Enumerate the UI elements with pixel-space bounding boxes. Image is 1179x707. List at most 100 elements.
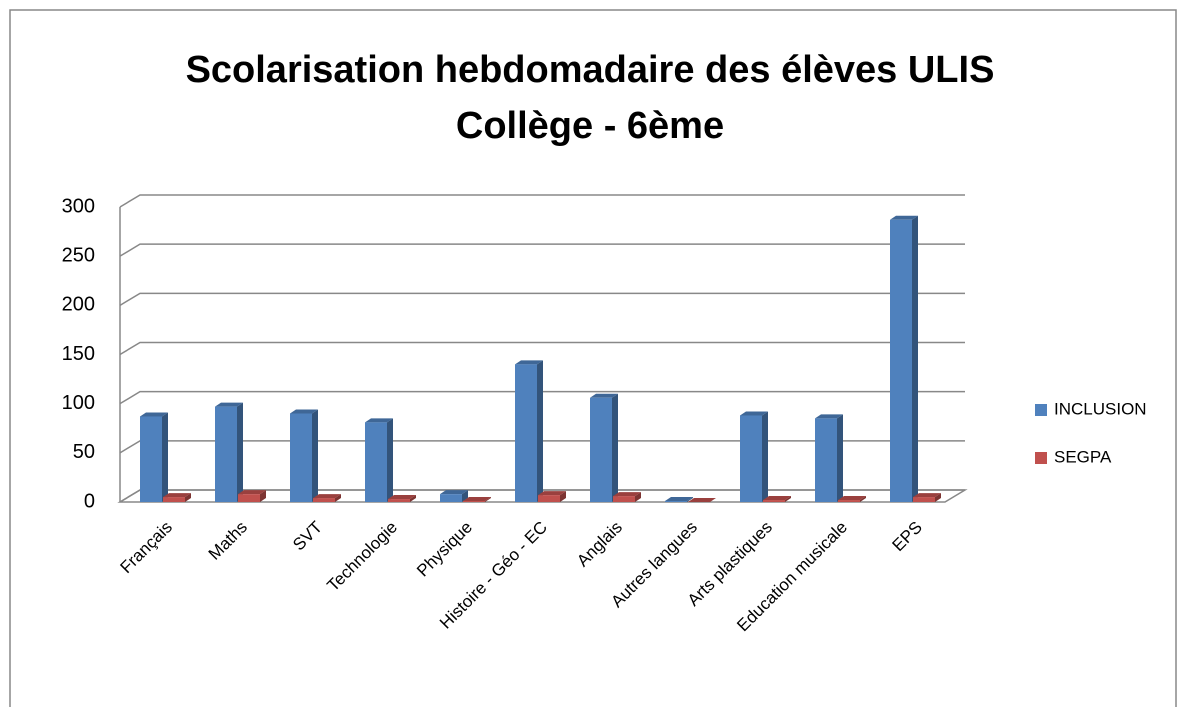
bar <box>388 495 416 502</box>
bar <box>440 490 468 502</box>
bar-top <box>740 411 768 416</box>
bar <box>538 491 566 502</box>
bar-side <box>462 490 468 502</box>
bar-front <box>440 494 462 502</box>
y-tick-label: 150 <box>62 343 95 365</box>
bar-front <box>740 415 762 502</box>
bar-front <box>140 416 162 502</box>
bar-top <box>163 493 191 498</box>
bar-side <box>860 496 866 502</box>
bar-top <box>388 495 416 500</box>
bar-side <box>935 493 941 502</box>
x-tick-label: Technologie <box>323 518 401 596</box>
x-tick-label: EPS <box>889 518 926 555</box>
bar <box>515 360 543 502</box>
bar-front <box>388 499 410 502</box>
bar-top <box>613 492 641 497</box>
legend-swatch <box>1035 452 1047 464</box>
bar-front <box>890 219 912 503</box>
bar-top <box>140 412 168 417</box>
chart-border <box>9 9 1177 707</box>
bar-top <box>838 496 866 501</box>
y-tick-label: 200 <box>62 294 95 316</box>
bar-side <box>185 493 191 502</box>
bar <box>365 418 393 502</box>
bar-front <box>538 495 560 502</box>
bar <box>763 496 791 502</box>
bar-side <box>335 494 341 502</box>
x-tick-label: Anglais <box>573 518 626 571</box>
legend-swatch <box>1035 404 1047 416</box>
bar <box>238 490 266 502</box>
grid-line <box>119 243 965 257</box>
bar-front <box>238 494 260 502</box>
bar <box>815 414 843 502</box>
bar-front <box>815 418 837 502</box>
bar-front <box>290 413 312 502</box>
grid-line <box>119 390 965 405</box>
bar-top <box>238 490 266 495</box>
bar-front <box>515 364 537 502</box>
bar-side <box>785 496 791 502</box>
bar <box>913 493 941 502</box>
bar-side <box>312 409 318 502</box>
bar-top <box>463 497 491 502</box>
bar-top <box>538 491 566 496</box>
bar-side <box>537 360 543 502</box>
bar-front <box>838 500 860 502</box>
bar-top <box>763 496 791 501</box>
bar-side <box>912 215 918 503</box>
bar-side <box>837 414 843 502</box>
chart-title: Scolarisation hebdomadaire des élèves UL… <box>186 49 995 91</box>
bar-front <box>313 498 335 502</box>
bar <box>463 497 491 502</box>
bar <box>838 496 866 502</box>
bar-side <box>387 418 393 502</box>
bar <box>688 498 716 502</box>
bar-top <box>290 409 318 414</box>
bar-top <box>515 360 543 365</box>
bar <box>590 393 618 502</box>
bar-top <box>688 498 716 502</box>
y-tick-label: 50 <box>73 441 95 463</box>
bar-side <box>635 492 641 502</box>
bar-front <box>665 501 687 502</box>
bar-top <box>440 490 468 495</box>
bar-front <box>763 500 785 502</box>
grid-line <box>119 341 965 356</box>
grid-line <box>119 292 965 306</box>
y-tick-label: 300 <box>62 195 95 217</box>
y-tick-label: 250 <box>62 244 95 266</box>
bar-front <box>590 397 612 502</box>
bar <box>890 215 918 503</box>
bar <box>313 494 341 502</box>
bar-top <box>890 215 918 220</box>
bar-front <box>163 497 185 502</box>
bar-side <box>687 497 693 502</box>
bar-front <box>613 496 635 502</box>
bar-side <box>410 495 416 502</box>
y-tick-label: 0 <box>84 490 95 512</box>
bar-side <box>612 393 618 502</box>
bar <box>140 412 168 502</box>
bar-top <box>215 402 243 407</box>
bar-front <box>913 497 935 502</box>
x-tick-label: Physique <box>413 518 476 581</box>
y-tick-label: 100 <box>62 392 95 414</box>
bar <box>613 492 641 502</box>
bar-top <box>665 497 693 502</box>
x-tick-label: Maths <box>205 518 251 564</box>
bar-side <box>162 412 168 502</box>
bar-side <box>762 411 768 502</box>
bar <box>290 409 318 502</box>
bar-top <box>815 414 843 419</box>
bar-top <box>313 494 341 499</box>
bar-side <box>260 490 266 502</box>
legend-label: SEGPA <box>1054 447 1112 466</box>
bar-side <box>560 491 566 502</box>
bar-top <box>590 393 618 398</box>
bar-top <box>365 418 393 423</box>
bar-front <box>215 406 237 502</box>
x-tick-label: Français <box>116 518 176 578</box>
